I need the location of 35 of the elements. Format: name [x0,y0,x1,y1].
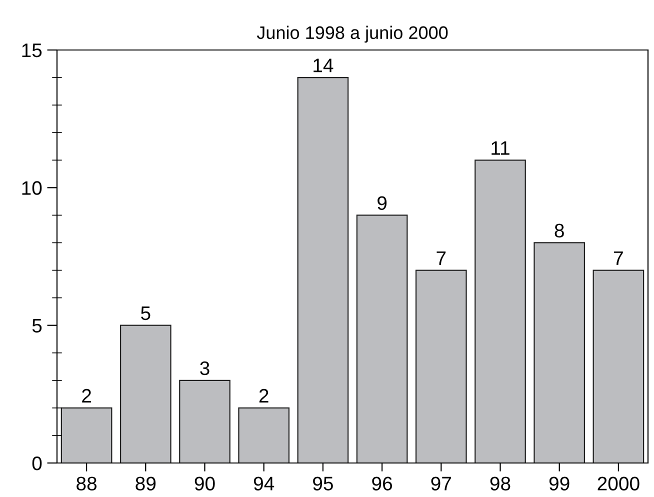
bar [297,76,349,463]
y-tick-label: 5 [32,319,42,333]
y-tick-label: 10 [22,181,42,195]
bar [238,407,290,463]
x-tick-label: 2000 [598,476,640,490]
chart-title: Junio 1998 a junio 2000 [256,26,448,43]
x-tick-label: 96 [372,476,392,490]
y-tick-label: 15 [22,44,42,58]
bar [60,407,112,463]
bar [120,324,172,463]
data-label: 7 [614,251,623,265]
x-tick-label: 98 [490,476,510,490]
x-tick-label: 95 [313,476,333,490]
data-label: 2 [82,388,91,403]
data-label: 8 [554,224,564,238]
data-label: 5 [141,306,150,320]
data-label: 14 [314,58,334,72]
x-tick-label: 97 [431,476,451,490]
data-label: 11 [492,141,510,155]
x-tick-label: 88 [76,476,97,490]
bar [179,380,230,463]
data-label: 9 [378,196,387,210]
data-label: 7 [436,251,446,265]
bar [534,242,586,463]
y-tick-label: 0 [32,456,42,470]
bar [415,270,467,463]
x-tick-label: 99 [549,476,570,490]
bar [474,160,526,463]
bar [592,270,644,463]
data-label: 2 [259,388,268,403]
x-tick-label: 94 [254,476,274,490]
x-tick-label: 90 [194,476,215,490]
x-tick-label: 89 [136,476,156,490]
data-label: 3 [200,361,210,376]
bar [356,214,408,463]
